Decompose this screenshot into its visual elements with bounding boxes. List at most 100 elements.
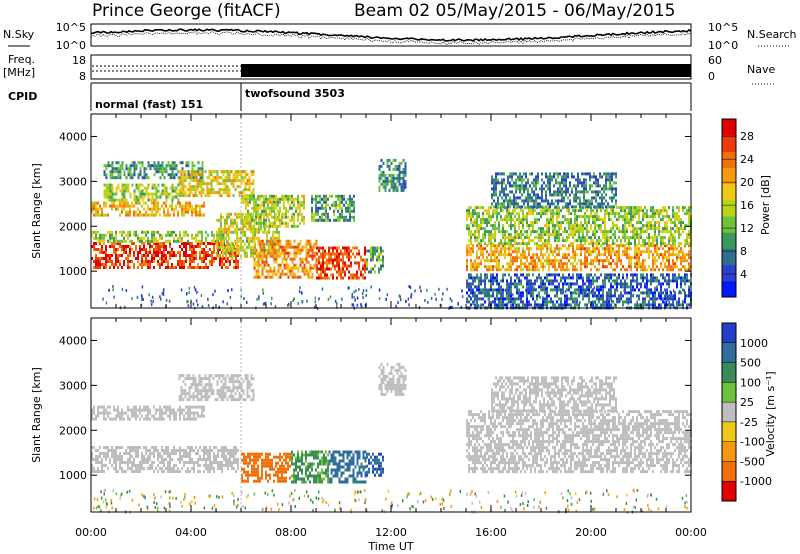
power-echo-cell xyxy=(378,167,381,171)
power-echo-cell xyxy=(520,279,522,283)
power-echo-cell xyxy=(236,245,238,249)
power-echo-cell xyxy=(322,258,324,262)
power-echo-cell xyxy=(546,242,548,246)
power-echo-cell xyxy=(374,270,376,274)
cpid-label: CPID xyxy=(8,90,37,103)
power-echo-cell xyxy=(595,205,597,209)
power-echo-cell xyxy=(257,206,259,210)
power-echo-cell xyxy=(149,164,152,168)
power-echo-cell xyxy=(248,215,250,219)
power-echo-cell xyxy=(147,263,149,266)
power-echo-cell xyxy=(125,233,127,237)
power-echo-cell xyxy=(250,230,252,234)
power-echo-cell xyxy=(269,194,271,198)
power-echo-cell xyxy=(613,172,615,176)
power-echo-cell xyxy=(556,236,558,240)
power-echo-cell xyxy=(570,262,572,266)
power-echo-cell xyxy=(155,213,157,217)
power-echo-cell xyxy=(171,207,173,211)
power-echo-cell xyxy=(153,254,155,257)
power-echo-cell xyxy=(133,192,136,196)
power-echo-cell xyxy=(586,209,588,213)
power-echo-cell xyxy=(259,239,262,243)
power-echo-cell xyxy=(618,253,620,257)
power-echo-cell xyxy=(544,239,546,243)
power-echo-cell xyxy=(518,218,520,222)
power-echo-cell xyxy=(602,221,604,225)
power-echo-cell xyxy=(165,248,167,251)
power-echo-cell xyxy=(232,182,235,186)
power-echo-cell xyxy=(224,218,226,222)
power-echo-cell xyxy=(366,249,368,253)
power-echo-cell xyxy=(189,245,191,248)
power-echo-cell xyxy=(544,230,546,234)
power-echo-cell xyxy=(388,164,391,168)
power-echo-cell xyxy=(213,245,215,248)
power-echo-cell xyxy=(145,167,148,171)
power-echo-cell xyxy=(394,188,397,192)
power-echo-cell xyxy=(472,212,474,216)
power-echo-cell xyxy=(656,253,658,257)
power-echo-cell xyxy=(117,207,119,211)
power-echo-cell xyxy=(518,227,520,231)
power-echo-cell xyxy=(654,221,656,225)
power-echo-cell xyxy=(201,230,203,234)
power-echo-cell xyxy=(234,179,237,183)
power-echo-cell xyxy=(566,262,568,266)
power-echo-cell xyxy=(115,192,118,196)
power-echo-cell xyxy=(535,202,537,206)
power-echo-cell xyxy=(652,206,654,210)
power-echo-cell xyxy=(542,265,544,269)
power-echo-cell xyxy=(243,218,245,222)
power-echo-cell xyxy=(273,215,275,219)
power-echo-cell xyxy=(323,206,325,210)
power-echo-cell xyxy=(502,297,504,301)
power-echo-cell xyxy=(382,182,385,186)
power-echo-cell xyxy=(598,247,600,251)
power-echo-cell xyxy=(531,196,533,200)
power-echo-cell xyxy=(518,279,520,283)
power-echo-cell xyxy=(271,272,274,276)
power-echo-cell xyxy=(532,253,534,257)
freq-label-1: Freq. xyxy=(8,53,35,66)
power-echo-cell xyxy=(557,199,559,203)
power-echo-cell xyxy=(218,230,220,234)
power-echo-cell xyxy=(313,263,316,267)
power-echo-cell xyxy=(522,262,524,266)
power-echo-cell xyxy=(201,242,203,245)
power-echo-cell xyxy=(125,189,128,193)
power-echo-cell xyxy=(313,215,315,219)
power-echo-cell xyxy=(255,203,257,207)
power-echo-cell xyxy=(612,209,614,213)
power-echo-cell xyxy=(99,248,101,251)
power-echo-cell xyxy=(230,182,233,186)
power-echo-cell xyxy=(340,252,342,256)
power-echo-cell xyxy=(574,224,576,228)
power-echo-cell xyxy=(642,250,644,254)
power-echo-cell xyxy=(534,268,536,272)
power-echo-cell xyxy=(334,246,336,250)
power-echo-cell xyxy=(612,239,614,243)
power-echo-cell xyxy=(257,215,259,219)
power-echo-cell xyxy=(556,247,558,251)
power-echo-cell xyxy=(470,239,472,243)
power-echo-cell xyxy=(506,291,508,295)
power-echo-cell xyxy=(201,213,203,217)
power-echo-cell xyxy=(297,218,299,222)
power-echo-cell xyxy=(616,256,618,260)
power-echo-cell xyxy=(658,247,660,251)
power-echo-cell xyxy=(173,230,175,234)
power-echo-cell xyxy=(672,236,674,240)
power-echo-cell xyxy=(180,179,183,183)
power-echo-cell xyxy=(520,297,522,301)
power-echo-cell xyxy=(609,175,611,179)
power-echo-cell xyxy=(201,204,203,208)
power-echo-cell xyxy=(497,172,499,176)
power-echo-cell xyxy=(611,187,613,191)
power-echo-cell xyxy=(269,224,271,228)
power-echo-cell xyxy=(652,244,654,248)
power-echo-cell xyxy=(570,291,572,295)
power-echo-cell xyxy=(259,206,261,210)
power-echo-cell xyxy=(504,253,506,257)
